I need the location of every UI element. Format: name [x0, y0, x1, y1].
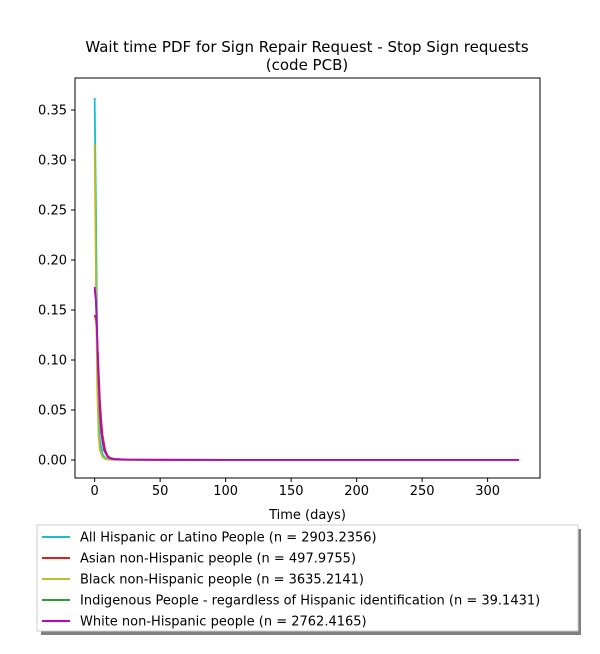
legend-box	[36, 524, 579, 632]
x-tick-label: 200	[344, 484, 369, 499]
y-tick-label: 0.35	[38, 104, 67, 119]
series-line-2	[93, 314, 520, 461]
series-line-3	[93, 143, 520, 461]
x-tick-label: 300	[475, 484, 500, 499]
x-axis-label: Time (days)	[268, 508, 346, 523]
legend-label-3: Black non-Hispanic people (n = 3635.2141…	[80, 573, 364, 588]
series-line-1	[93, 97, 520, 461]
x-axis-ticks: 0 50 100 150 200 250 300	[91, 478, 500, 499]
legend: All Hispanic or Latino People (n = 2903.…	[42, 531, 540, 630]
x-tick-label: 0	[91, 484, 99, 499]
x-tick-label: 150	[279, 484, 304, 499]
x-tick-label: 50	[152, 484, 169, 499]
y-tick-label: 0.15	[38, 304, 67, 319]
x-tick-label: 100	[213, 484, 238, 499]
y-axis-ticks: 0.00 0.05 0.10 0.15 0.20 0.25 0.30 0.35	[38, 104, 75, 469]
y-tick-label: 0.00	[38, 454, 67, 469]
chart-title-line2: (code PCB)	[266, 56, 348, 74]
plot-frame	[74, 77, 541, 479]
x-tick-label: 250	[410, 484, 435, 499]
series-line-4	[93, 289, 520, 461]
y-tick-label: 0.10	[38, 354, 67, 369]
y-tick-label: 0.05	[38, 404, 67, 419]
y-tick-label: 0.30	[38, 154, 67, 169]
chart-title-line1: Wait time PDF for Sign Repair Request - …	[85, 38, 528, 56]
legend-label-5: White non-Hispanic people (n = 2762.4165…	[80, 615, 367, 630]
series-layer	[93, 97, 520, 461]
y-tick-label: 0.25	[38, 204, 67, 219]
y-tick-label: 0.20	[38, 254, 67, 269]
series-line-5	[93, 286, 520, 461]
legend-label-2: Asian non-Hispanic people (n = 497.9755)	[80, 552, 356, 567]
legend-label-4: Indigenous People - regardless of Hispan…	[80, 594, 540, 609]
legend-label-1: All Hispanic or Latino People (n = 2903.…	[80, 531, 377, 546]
